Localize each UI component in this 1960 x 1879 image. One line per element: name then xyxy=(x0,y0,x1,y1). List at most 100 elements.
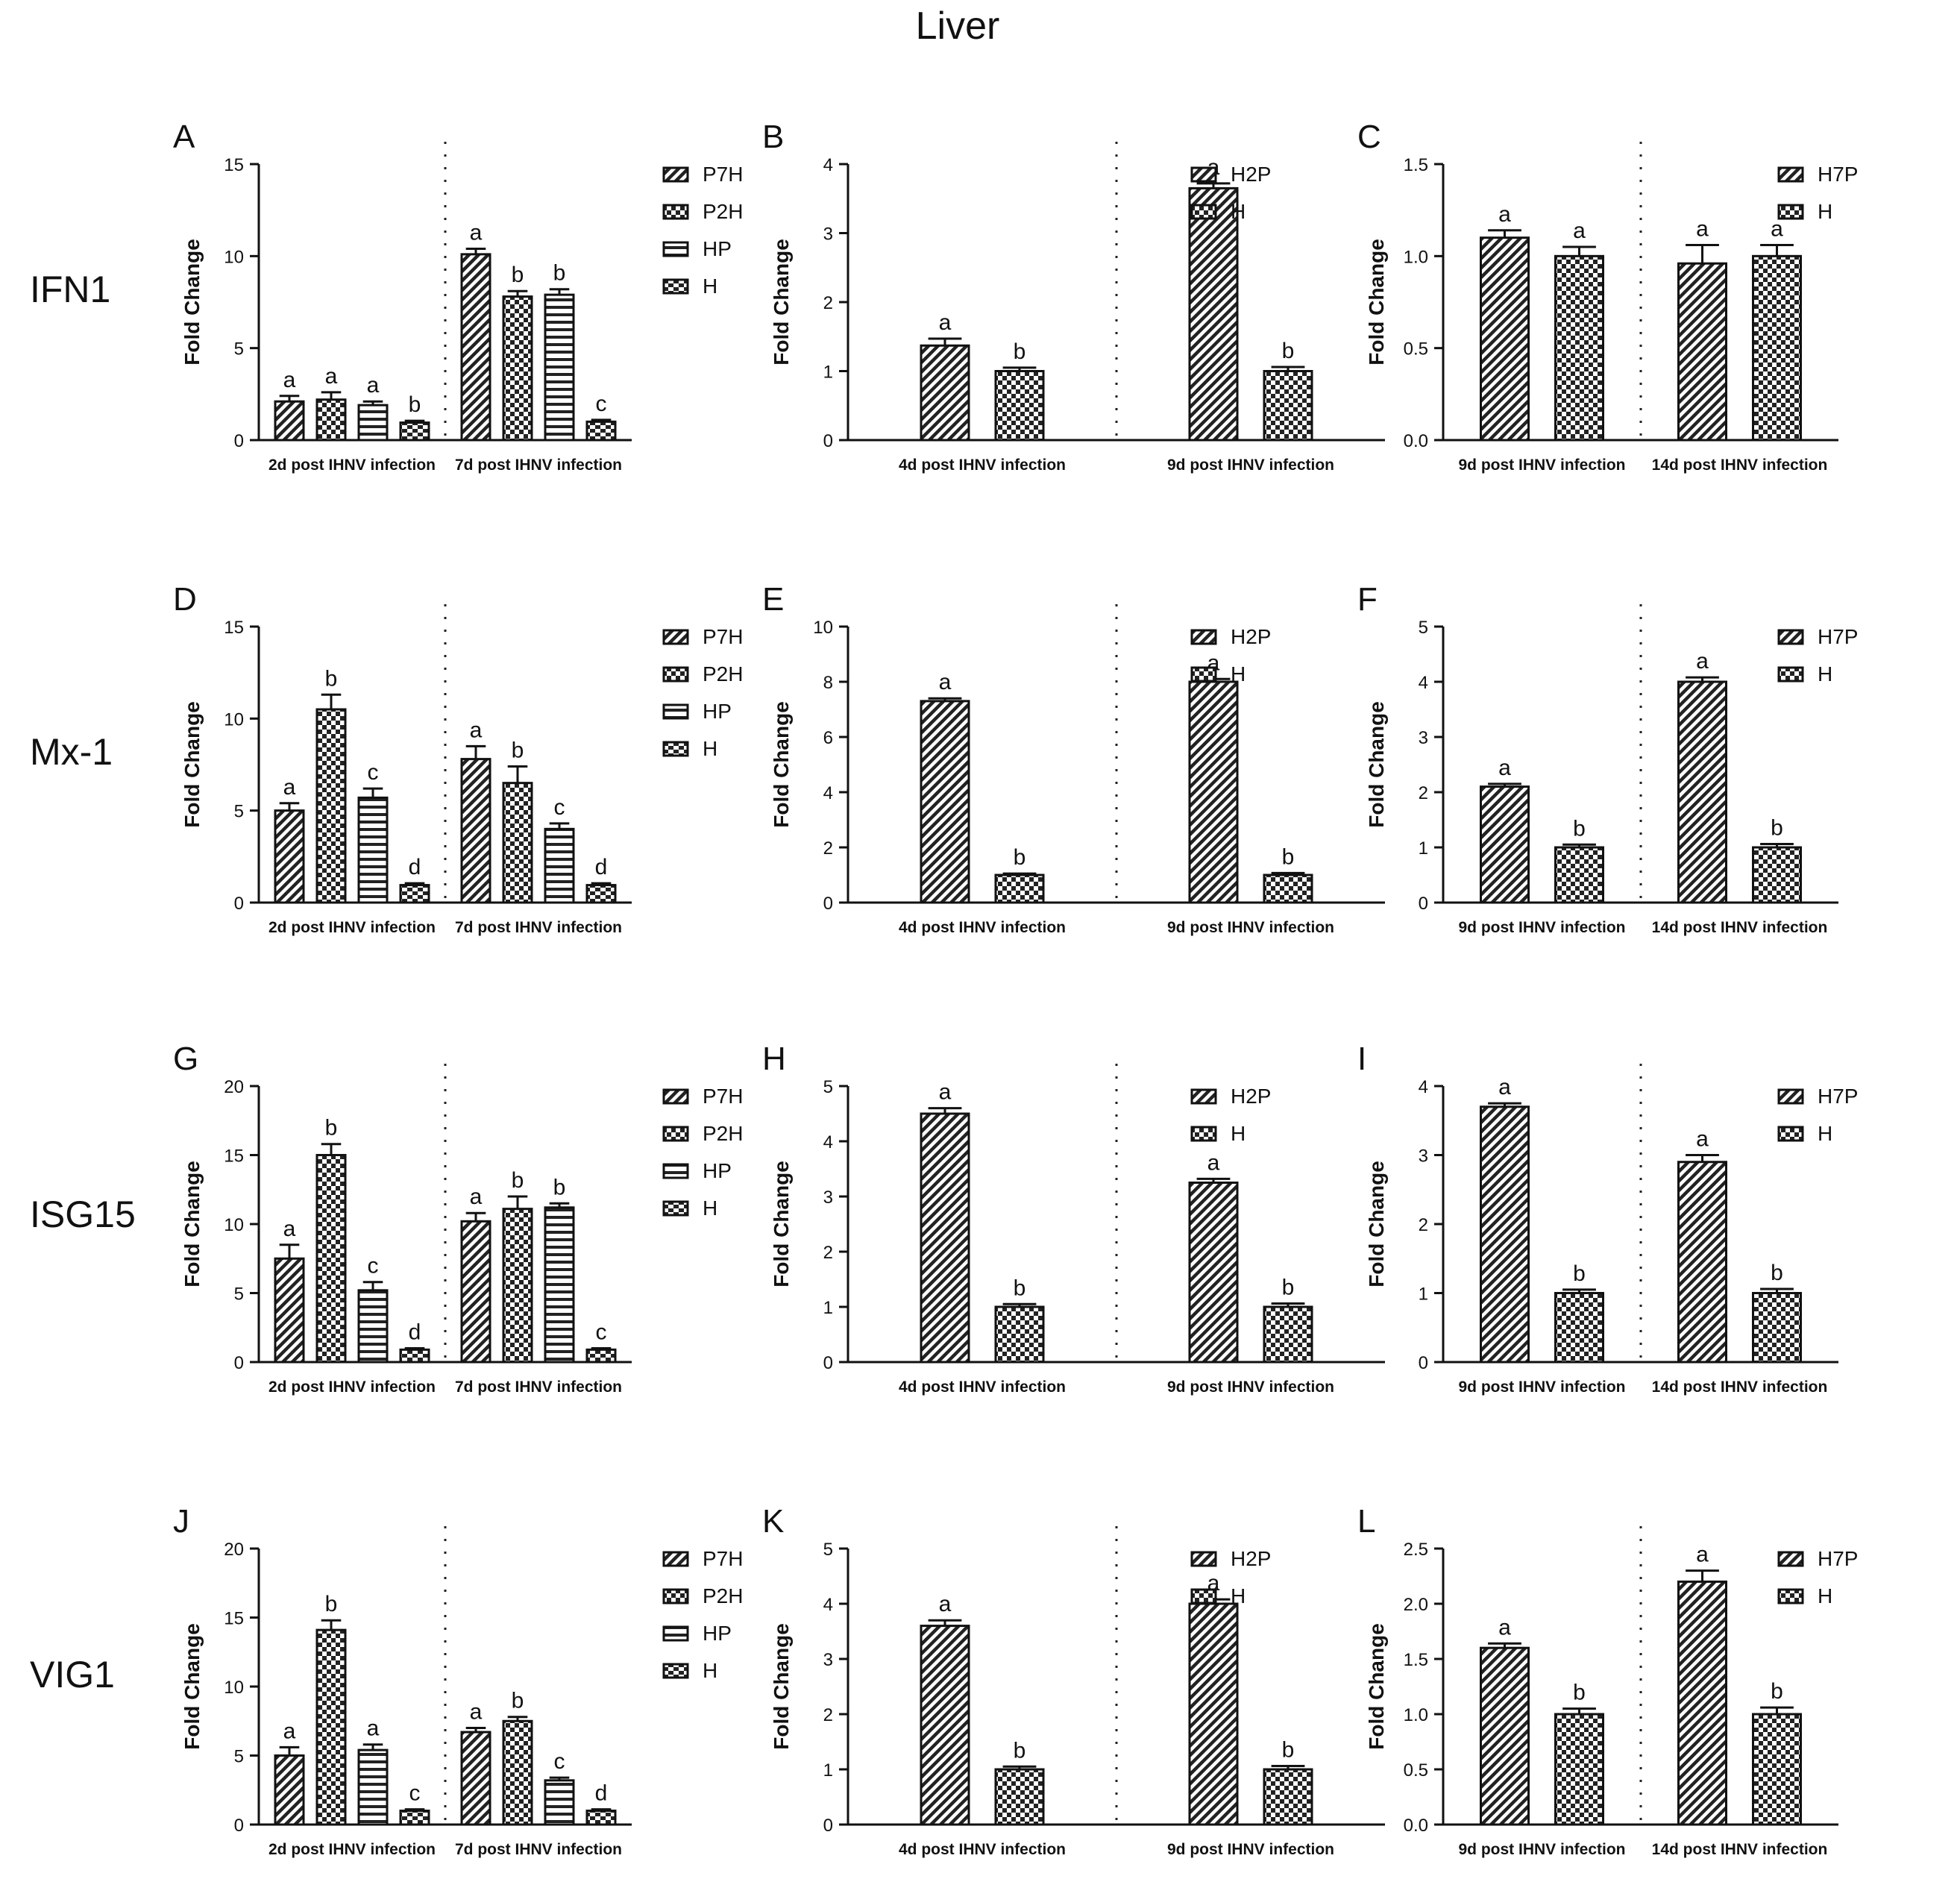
y-tick-label: 0 xyxy=(234,894,244,914)
y-tick-label: 2 xyxy=(1419,1215,1428,1235)
panel-label: E xyxy=(762,581,784,618)
bar xyxy=(1554,1292,1604,1364)
y-tick-label: 15 xyxy=(224,1146,244,1167)
legend-swatch xyxy=(662,278,689,295)
significance-letter: a xyxy=(283,775,296,800)
bar xyxy=(544,1206,575,1364)
bar xyxy=(994,1305,1045,1364)
y-tick-label: 5 xyxy=(234,1747,244,1767)
bar xyxy=(399,1348,430,1364)
significance-letter: b xyxy=(553,261,566,286)
x-group-label: 7d post IHNV infection xyxy=(455,457,622,474)
significance-letter: a xyxy=(939,1592,952,1616)
significance-letter: b xyxy=(512,738,524,762)
legend-label: H xyxy=(1231,1584,1246,1607)
significance-letter: a xyxy=(1498,1075,1511,1100)
significance-letter: a xyxy=(283,368,296,392)
legend-label: P2H xyxy=(703,1122,743,1145)
legend-label: P7H xyxy=(703,1085,743,1108)
x-group-label: 4d post IHNV infection xyxy=(899,1378,1066,1396)
legend-swatch xyxy=(1190,1088,1217,1105)
bar xyxy=(1263,1305,1313,1364)
bar xyxy=(357,1289,389,1364)
y-tick-label: 4 xyxy=(823,155,833,175)
y-tick-label: 5 xyxy=(234,1284,244,1305)
y-tick-label: 15 xyxy=(224,155,244,175)
legend-swatch xyxy=(1190,1588,1217,1604)
legend-swatch xyxy=(662,1200,689,1217)
y-tick-label: 2.5 xyxy=(1404,1540,1428,1560)
significance-letter: b xyxy=(1282,1738,1295,1763)
bar xyxy=(1188,186,1239,442)
bar xyxy=(1554,254,1604,442)
y-tick-label: 15 xyxy=(224,618,244,638)
significance-letter: a xyxy=(1498,202,1511,227)
x-group-label: 9d post IHNV infection xyxy=(1458,1378,1625,1396)
legend-label: H xyxy=(1231,1122,1246,1145)
y-tick-label: 4 xyxy=(823,1595,833,1615)
legend-swatch xyxy=(662,204,689,220)
legend-label: P7H xyxy=(703,625,743,648)
panel-J: J 0 5 10 15 20 Fold Change a b a c 2d post IHNV inf… xyxy=(173,1503,743,1858)
panel-label: L xyxy=(1357,1503,1375,1540)
bar xyxy=(1752,846,1802,904)
x-group-label: 9d post IHNV infection xyxy=(1167,1378,1334,1396)
bar xyxy=(1554,846,1604,904)
y-tick-label: 0 xyxy=(1419,1353,1428,1373)
x-group-label: 7d post IHNV infection xyxy=(455,1378,622,1396)
significance-letter: b xyxy=(1282,339,1295,363)
panel-G: G 0 5 10 15 20 Fold Change a b c d 2d post IHNV inf… xyxy=(173,1041,743,1396)
significance-letter: c xyxy=(368,760,379,785)
legend-swatch xyxy=(662,1163,689,1179)
significance-letter: a xyxy=(939,310,952,335)
bar xyxy=(1554,1713,1604,1826)
panel-C: C 0.0 0.5 1.0 1.5 Fold Change a a 9d post IHNV i… xyxy=(1357,119,1858,474)
legend-label: H xyxy=(1818,1584,1832,1607)
significance-letter: c xyxy=(554,795,565,820)
y-tick-label: 1.5 xyxy=(1404,1650,1428,1670)
y-tick-label: 10 xyxy=(813,618,833,638)
significance-letter: a xyxy=(939,670,952,694)
significance-letter: d xyxy=(595,855,608,879)
bar xyxy=(315,1154,347,1364)
significance-letter: d xyxy=(409,855,421,879)
x-group-label: 4d post IHNV infection xyxy=(899,457,1066,474)
bar xyxy=(460,253,491,442)
bar xyxy=(502,1208,533,1364)
bar xyxy=(544,1779,575,1826)
panel-I: I 0 1 2 3 4 Fold Change a b 9d post IHNV infectio… xyxy=(1357,1041,1858,1396)
y-axis-title: Fold Change xyxy=(770,1161,793,1287)
legend-swatch xyxy=(1777,204,1804,220)
legend-swatch xyxy=(1190,1126,1217,1142)
bar xyxy=(460,1731,491,1826)
figure-title: Liver xyxy=(916,4,1000,48)
y-tick-label: 10 xyxy=(224,247,244,267)
bar xyxy=(920,1625,970,1826)
legend-label: P7H xyxy=(703,1547,743,1570)
x-group-label: 7d post IHNV infection xyxy=(455,919,622,936)
legend-label: P2H xyxy=(703,200,743,223)
x-group-label: 9d post IHNV infection xyxy=(1167,457,1334,474)
panel-E: E 0 2 4 6 8 10 Fold Change a b 4d post IHNV infect… xyxy=(762,581,1385,936)
legend-swatch xyxy=(662,166,689,183)
legend-swatch xyxy=(662,241,689,257)
legend-label: P2H xyxy=(703,1584,743,1607)
bar xyxy=(460,758,491,904)
significance-letter: b xyxy=(1014,1276,1026,1300)
legend-label: H2P xyxy=(1231,163,1271,186)
y-tick-label: 3 xyxy=(823,1188,833,1208)
legend-swatch xyxy=(662,1126,689,1142)
bar xyxy=(1188,1602,1239,1826)
y-tick-label: 4 xyxy=(1419,1077,1428,1097)
bar xyxy=(1480,785,1530,904)
y-tick-label: 1 xyxy=(1419,838,1428,859)
bar xyxy=(502,782,533,904)
y-tick-label: 20 xyxy=(224,1077,244,1097)
y-tick-label: 0 xyxy=(823,431,833,451)
y-tick-label: 1.0 xyxy=(1404,1705,1428,1725)
significance-letter: b xyxy=(1573,816,1586,841)
y-tick-label: 3 xyxy=(1419,728,1428,748)
legend-swatch xyxy=(1777,1588,1804,1604)
bar xyxy=(1480,1105,1530,1364)
